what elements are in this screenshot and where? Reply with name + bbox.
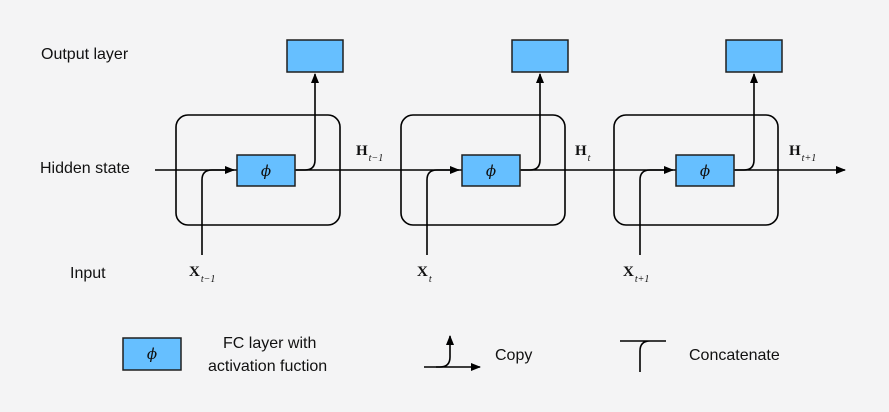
hidden-h-label: Ht+1 (789, 143, 816, 164)
hidden-state-label: Hidden state (40, 160, 130, 177)
hidden-h-label: Ht (575, 143, 591, 164)
output-layer-block (286, 39, 344, 73)
input-x-label: Xt−1 (189, 264, 215, 285)
copy-to-output-arrow (521, 73, 544, 171)
input-concat-arrow (639, 166, 674, 255)
phi-symbol: ϕ (486, 162, 496, 180)
fc-activation-block (461, 154, 521, 187)
input-concat-arrow (426, 166, 460, 255)
copy-to-output-arrow (296, 73, 319, 171)
output-layer-label: Output layer (41, 46, 129, 63)
phi-symbol: ϕ (261, 162, 271, 180)
legend-phi-symbol: ϕ (147, 345, 157, 363)
output-layer-block (511, 39, 569, 73)
fc-activation-block (675, 154, 735, 187)
legend-concatenate-label: Concatenate (689, 347, 780, 364)
fc-activation-block (236, 154, 296, 187)
output-layer-block (725, 39, 783, 73)
legend-concatenate-icon (620, 340, 666, 372)
legend-fc-label-line2: activation fuction (208, 358, 327, 375)
timestep-3: ϕ Xt+1 Ht+1 (613, 39, 816, 285)
input-label: Input (70, 265, 106, 282)
legend-fc-block (122, 337, 182, 371)
rnn-cell-frame (400, 114, 566, 226)
input-concat-arrow (201, 166, 235, 255)
rnn-cell-frame (613, 114, 779, 226)
legend-fc-label-line1: FC layer with (223, 335, 316, 352)
timestep-2: ϕ Xt Ht (400, 39, 591, 285)
legend-copy-label: Copy (495, 347, 532, 364)
phi-symbol: ϕ (700, 162, 710, 180)
rnn-cell-frame (175, 114, 341, 226)
timestep-1: ϕ Xt−1 Ht−1 (175, 39, 383, 285)
legend-copy-icon (436, 335, 454, 368)
hidden-h-label: Ht−1 (356, 143, 383, 164)
input-x-label: Xt (417, 264, 432, 285)
copy-to-output-arrow (735, 73, 758, 171)
legend: ϕ FC layer with activation fuction Copy … (122, 335, 780, 375)
input-x-label: Xt+1 (623, 264, 649, 285)
